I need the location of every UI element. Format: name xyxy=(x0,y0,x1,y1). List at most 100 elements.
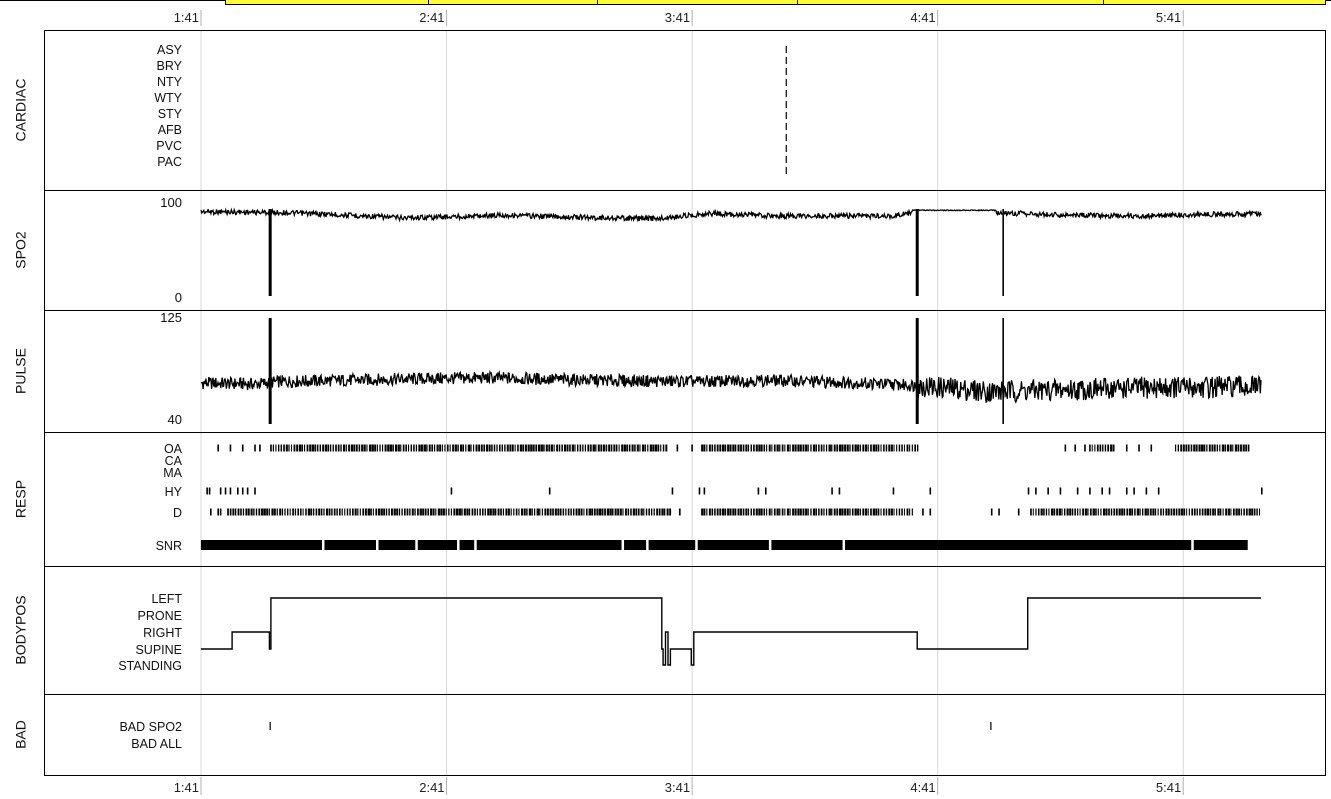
resp-event-mark xyxy=(485,444,489,452)
cardiac-row-label-nty: NTY xyxy=(157,75,183,89)
resp-event-mark xyxy=(658,508,661,516)
resp-event-mark xyxy=(605,444,608,452)
resp-event-mark xyxy=(750,444,752,452)
resp-event-mark xyxy=(206,487,208,495)
resp-event-mark xyxy=(1136,508,1140,516)
resp-event-mark xyxy=(554,508,557,516)
resp-event-mark xyxy=(786,508,790,516)
resp-event-mark xyxy=(1150,444,1153,452)
resp-event-mark xyxy=(815,508,817,516)
resp-event-mark xyxy=(430,508,433,516)
resp-event-mark xyxy=(1092,508,1095,516)
snr-segment xyxy=(476,540,622,550)
resp-event-mark xyxy=(463,508,466,516)
resp-event-mark xyxy=(354,508,357,516)
resp-event-mark xyxy=(467,444,471,452)
resp-event-mark xyxy=(246,487,249,495)
resp-event-mark xyxy=(1162,508,1164,516)
resp-event-mark xyxy=(271,508,274,516)
resp-event-mark xyxy=(734,444,737,452)
resp-event-mark xyxy=(475,444,478,452)
resp-event-mark xyxy=(508,508,510,516)
resp-event-mark xyxy=(841,508,844,516)
resp-event-mark xyxy=(492,508,495,516)
resp-event-mark xyxy=(528,508,532,516)
resp-event-mark xyxy=(540,444,543,452)
resp-event-mark xyxy=(571,444,574,452)
resp-event-mark xyxy=(224,487,227,495)
resp-event-mark xyxy=(346,508,349,516)
resp-event-mark xyxy=(721,508,725,516)
snr-segment xyxy=(697,540,769,550)
resp-event-mark xyxy=(662,444,665,452)
resp-event-mark xyxy=(563,444,567,452)
resp-event-mark xyxy=(498,444,501,452)
resp-event-mark xyxy=(854,508,857,516)
resp-event-mark xyxy=(1245,444,1248,452)
resp-event-mark xyxy=(825,508,828,516)
cardiac-row-label-pac: PAC xyxy=(157,155,182,169)
resp-event-mark xyxy=(799,508,802,516)
resp-event-mark xyxy=(657,444,660,452)
resp-event-mark xyxy=(580,508,583,516)
resp-event-mark xyxy=(550,444,554,452)
bodypos-row-label-standing: STANDING xyxy=(118,659,182,673)
resp-event-mark xyxy=(217,508,219,516)
resp-event-mark xyxy=(653,508,655,516)
snr-segment xyxy=(845,540,1192,550)
resp-event-mark xyxy=(888,444,891,452)
resp-row-label-snr: SNR xyxy=(156,539,182,553)
resp-event-mark xyxy=(1128,508,1132,516)
resp-event-mark xyxy=(831,487,833,495)
spo2-scale-max: 100 xyxy=(160,195,182,210)
resp-event-mark xyxy=(729,444,732,452)
resp-event-mark xyxy=(1258,508,1261,516)
resp-event-mark xyxy=(1157,508,1159,516)
resp-event-mark xyxy=(883,508,885,516)
resp-event-mark xyxy=(415,444,418,452)
resp-event-mark xyxy=(844,508,847,516)
resp-event-mark xyxy=(1134,508,1136,516)
resp-event-mark xyxy=(466,508,469,516)
resp-event-mark xyxy=(448,508,450,516)
resp-event-mark xyxy=(479,508,481,516)
resp-event-mark xyxy=(1222,508,1224,516)
resp-event-mark xyxy=(885,444,888,452)
resp-event-mark xyxy=(443,508,445,516)
resp-event-mark xyxy=(794,444,797,452)
resp-event-mark xyxy=(1190,444,1193,452)
resp-event-mark xyxy=(316,444,319,452)
resp-event-mark xyxy=(453,508,456,516)
resp-event-mark xyxy=(755,508,758,516)
resp-event-mark xyxy=(1242,444,1245,452)
resp-event-mark xyxy=(1108,508,1110,516)
resp-event-mark xyxy=(320,508,323,516)
resp-event-mark xyxy=(888,508,891,516)
resp-event-mark xyxy=(771,444,773,452)
resp-event-mark xyxy=(553,444,555,452)
resp-event-mark xyxy=(805,444,808,452)
resp-event-mark xyxy=(846,444,849,452)
resp-event-mark xyxy=(1076,508,1079,516)
resp-event-mark xyxy=(424,508,427,516)
resp-event-mark xyxy=(1084,444,1086,452)
resp-event-mark xyxy=(838,487,841,495)
resp-event-mark xyxy=(719,508,722,516)
resp-event-mark xyxy=(384,444,387,452)
resp-event-mark xyxy=(457,444,459,452)
resp-event-mark xyxy=(909,508,911,516)
resp-event-mark xyxy=(574,444,576,452)
resp-event-mark xyxy=(549,508,552,516)
resp-event-mark xyxy=(771,508,773,516)
resp-event-mark xyxy=(1113,508,1116,516)
resp-event-mark xyxy=(664,508,666,516)
resp-event-mark xyxy=(1145,487,1148,495)
resp-event-mark xyxy=(714,508,716,516)
resp-event-mark xyxy=(361,444,364,452)
resp-event-mark xyxy=(245,508,248,516)
resp-row-snr-events xyxy=(200,540,1248,550)
resp-event-mark xyxy=(1058,508,1062,516)
resp-event-mark xyxy=(1056,508,1059,516)
resp-event-mark xyxy=(828,508,831,516)
resp-event-mark xyxy=(511,444,514,452)
